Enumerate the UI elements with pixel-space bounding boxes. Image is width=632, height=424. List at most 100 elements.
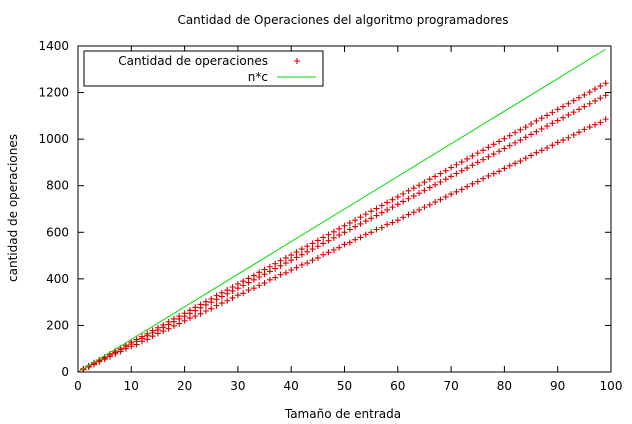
data-point — [261, 271, 268, 278]
data-point — [208, 305, 215, 312]
data-point — [592, 97, 599, 104]
data-point — [474, 178, 481, 185]
data-point — [560, 103, 567, 110]
data-point — [362, 231, 369, 238]
data-point — [576, 129, 583, 136]
data-point — [437, 170, 444, 177]
data-point — [144, 336, 151, 343]
data-point — [565, 134, 572, 141]
data-point — [453, 170, 460, 177]
data-point — [528, 121, 535, 128]
x-tick-label: 70 — [443, 379, 458, 393]
data-point — [458, 167, 465, 174]
data-point — [565, 100, 572, 107]
data-point — [522, 124, 529, 131]
data-point — [560, 114, 567, 121]
x-tick-label: 0 — [74, 379, 82, 393]
data-point — [256, 273, 263, 280]
data-point — [288, 252, 295, 259]
data-point — [522, 134, 529, 141]
data-point — [294, 58, 300, 64]
data-point — [496, 138, 503, 145]
data-point — [373, 205, 380, 212]
legend: Cantidad de operaciones n*c — [83, 50, 324, 87]
data-point — [122, 345, 129, 352]
data-point — [528, 131, 535, 138]
data-point — [389, 204, 396, 211]
data-point — [218, 300, 225, 307]
data-point — [496, 168, 503, 175]
y-tick-label: 400 — [46, 272, 69, 286]
data-point — [544, 112, 551, 119]
data-point — [101, 356, 108, 363]
data-point — [464, 155, 471, 162]
data-point — [432, 173, 439, 180]
data-point — [266, 276, 273, 283]
data-point — [581, 91, 588, 98]
data-point — [272, 265, 279, 272]
data-point — [133, 341, 140, 348]
data-point — [400, 214, 407, 221]
data-point — [330, 234, 337, 241]
data-point — [384, 199, 391, 206]
data-point — [384, 221, 391, 228]
data-point — [138, 338, 145, 345]
y-axis-label: cantidad de operaciones — [6, 134, 20, 282]
data-point — [330, 246, 337, 253]
data-point — [581, 103, 588, 110]
data-point — [282, 254, 289, 261]
x-tick-label: 100 — [600, 379, 623, 393]
data-point — [426, 184, 433, 191]
data-point — [362, 211, 369, 218]
data-point — [357, 220, 364, 227]
data-point — [474, 150, 481, 157]
legend-label-nc: n*c — [248, 70, 268, 84]
data-point — [250, 285, 257, 292]
data-point — [490, 170, 497, 177]
x-axis-label: Tamaño de entrada — [284, 407, 401, 421]
data-point — [261, 280, 268, 287]
data-point — [213, 302, 220, 309]
data-point — [448, 191, 455, 198]
data-point — [298, 261, 305, 268]
data-point — [293, 264, 300, 271]
data-point — [368, 208, 375, 215]
data-point — [597, 83, 604, 90]
data-point — [346, 219, 353, 226]
data-point — [192, 313, 199, 320]
data-point — [336, 225, 343, 232]
data-point — [378, 202, 385, 209]
data-point — [288, 257, 295, 264]
data-point — [154, 330, 161, 337]
data-point — [522, 155, 529, 162]
data-point — [336, 244, 343, 251]
series-n-c — [77, 48, 606, 373]
data-point — [602, 92, 609, 99]
data-point — [501, 165, 508, 172]
data-point — [298, 246, 305, 253]
data-point — [517, 137, 524, 144]
data-point — [341, 222, 348, 229]
x-tick-label: 30 — [230, 379, 245, 393]
data-point — [282, 260, 289, 267]
series-cantidad-de-operaciones — [80, 80, 609, 373]
data-point — [304, 260, 311, 267]
data-point — [490, 151, 497, 158]
data-point — [490, 141, 497, 148]
data-point — [277, 271, 284, 278]
data-point — [309, 246, 316, 253]
data-point — [192, 307, 199, 314]
data-point — [272, 274, 279, 281]
data-point — [512, 129, 519, 136]
data-point — [464, 183, 471, 190]
x-tick-label: 90 — [550, 379, 565, 393]
data-point — [554, 139, 561, 146]
y-axis-ticks: 0 200 400 600 800 1000 1200 1400 — [38, 39, 611, 379]
x-tick-label: 60 — [390, 379, 405, 393]
data-point — [538, 147, 545, 154]
x-tick-label: 10 — [124, 379, 139, 393]
data-point — [320, 251, 327, 258]
data-point — [597, 95, 604, 102]
data-point — [245, 279, 252, 286]
data-point — [170, 322, 177, 329]
